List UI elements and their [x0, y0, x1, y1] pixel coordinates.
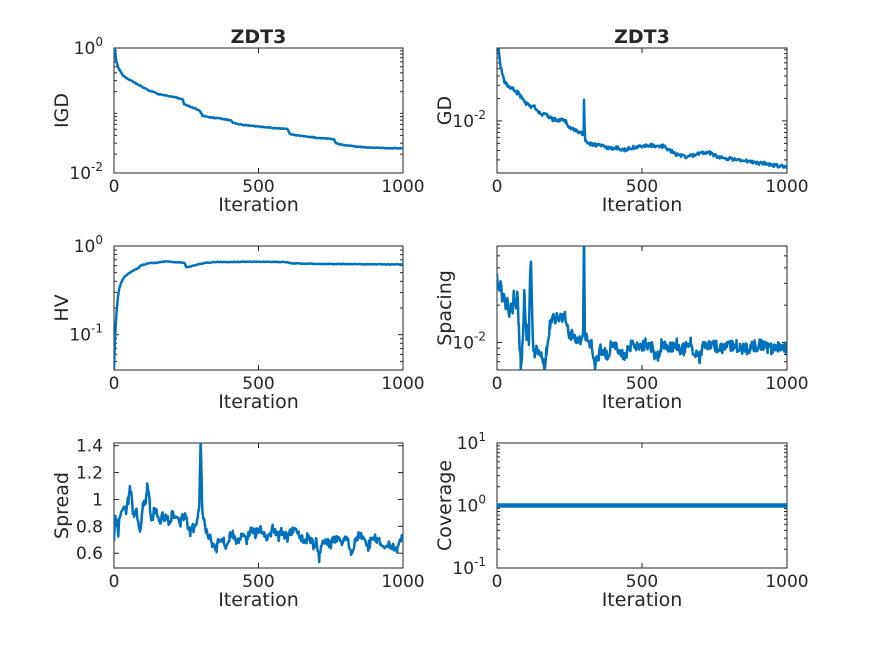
series-line [114, 48, 403, 150]
subplot-hv: 0 500 1000 100 10-1HV Iteration [51, 233, 425, 413]
x-tick-label: 0 [109, 177, 120, 197]
y-axis-label: GD [434, 96, 456, 125]
x-tick-label: 1000 [381, 177, 424, 197]
x-axis-label: Iteration [218, 194, 299, 216]
series-line [114, 443, 403, 564]
axis-box [113, 47, 404, 174]
subplot-gd: 0 500 1000 10-2 ZDT3 GD Iteration [434, 26, 809, 216]
y-tick-label: 101 [457, 430, 486, 454]
x-tick-label: 500 [626, 572, 658, 592]
x-tick-label: 500 [242, 374, 274, 394]
x-axis-label: Iteration [602, 194, 683, 216]
y-tick-label: 10-1 [69, 322, 103, 346]
series-line [497, 48, 787, 170]
x-tick-label: 1000 [381, 374, 424, 394]
x-axis-label: Iteration [218, 589, 299, 611]
y-tick-label: 0.8 [76, 517, 103, 537]
x-tick-label: 500 [242, 572, 274, 592]
y-axis-label: Coverage [434, 460, 456, 551]
x-axis-label: Iteration [602, 589, 683, 611]
subplot-coverage: 0 500 1000 101 100 10-1 Coverage Iteration [434, 430, 809, 611]
x-axis-label: Iteration [602, 391, 683, 413]
x-tick-label: 0 [109, 572, 120, 592]
y-axis-label: HV [51, 294, 73, 321]
subplot-title: ZDT3 [231, 26, 287, 48]
y-tick-label: 100 [457, 493, 486, 517]
x-tick-label: 500 [626, 374, 658, 394]
series-line [497, 246, 787, 370]
y-axis-label: Spacing [434, 270, 456, 346]
axis-box [113, 442, 404, 569]
subplot-igd: 0 500 1000 100 10-2 ZDT3 IGD Iteration [51, 26, 425, 216]
y-tick-label: 100 [74, 233, 103, 257]
x-tick-label: 0 [492, 374, 503, 394]
x-tick-label: 1000 [381, 572, 424, 592]
y-tick-label: 100 [74, 35, 103, 59]
series-line [114, 260, 403, 370]
x-tick-label: 1000 [765, 177, 808, 197]
x-axis-label: Iteration [218, 391, 299, 413]
x-tick-label: 500 [242, 177, 274, 197]
y-tick-label: 10-2 [452, 329, 486, 353]
x-tick-label: 500 [626, 177, 658, 197]
axis-box [496, 47, 788, 174]
y-tick-label: 1.2 [76, 464, 103, 484]
x-tick-label: 0 [109, 374, 120, 394]
x-tick-label: 1000 [765, 374, 808, 394]
y-axis-label: IGD [51, 93, 73, 128]
y-tick-label: 10-2 [69, 160, 103, 184]
y-tick-label: 1 [92, 490, 103, 510]
y-tick-label: 10-1 [452, 555, 486, 579]
x-tick-label: 0 [492, 572, 503, 592]
y-tick-label: 10-2 [452, 108, 486, 132]
x-tick-label: 1000 [765, 572, 808, 592]
y-axis-label: Spread [51, 472, 73, 539]
y-tick-label: 1.4 [76, 437, 103, 457]
x-tick-label: 0 [492, 177, 503, 197]
y-tick-label: 0.6 [76, 544, 103, 564]
subplot-title: ZDT3 [614, 26, 670, 48]
